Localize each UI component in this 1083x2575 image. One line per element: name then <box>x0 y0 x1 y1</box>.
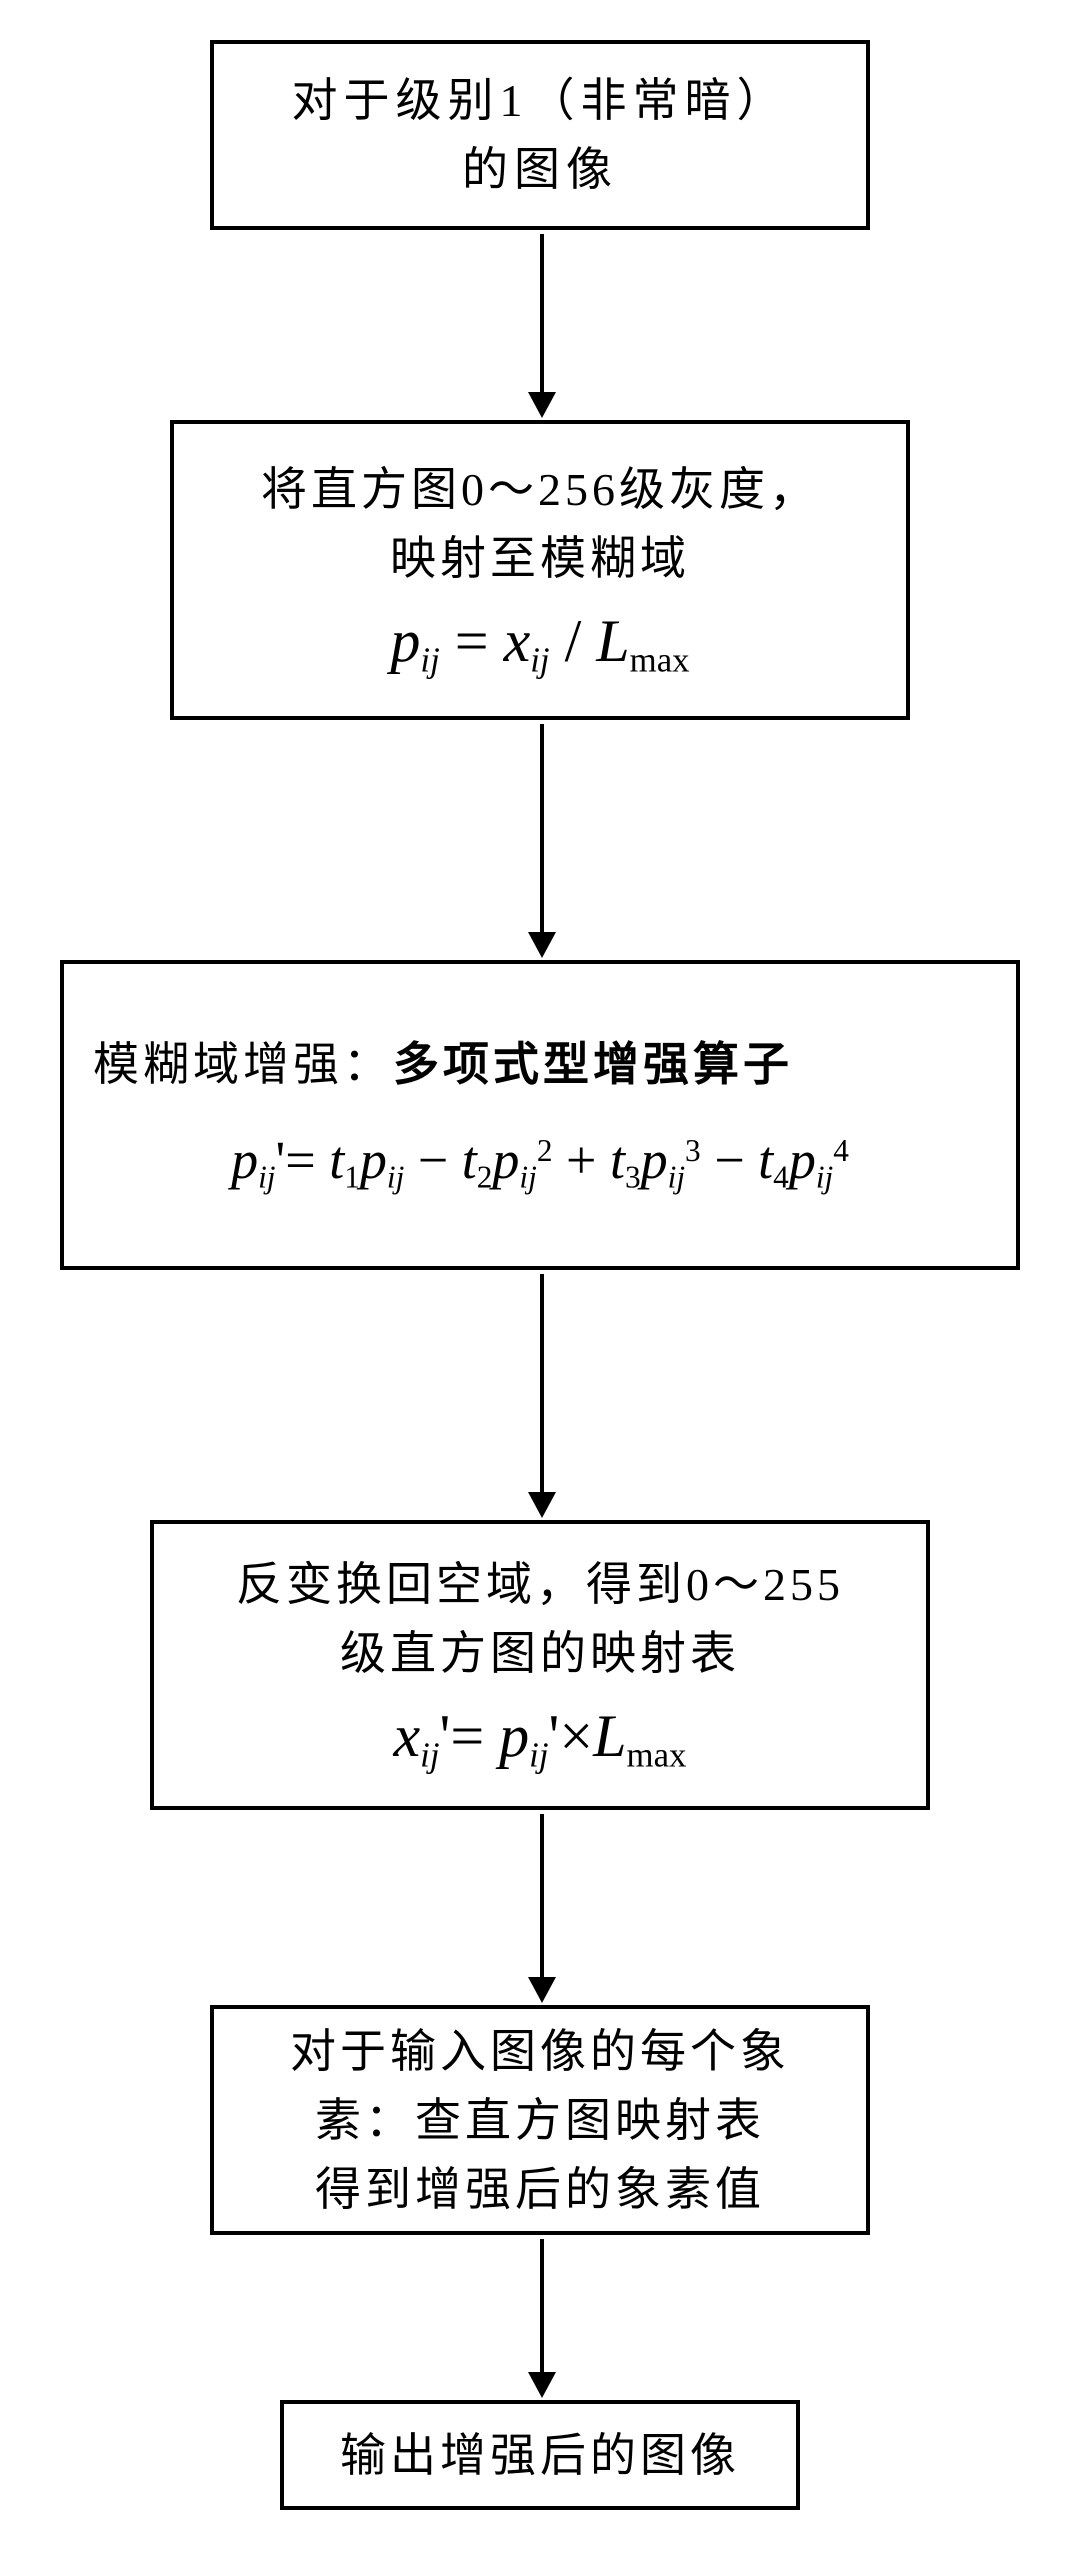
text: 素：查直方图映射表 <box>315 2086 765 2155</box>
arrow <box>540 1274 544 1494</box>
arrow <box>540 234 544 394</box>
text: 得到增强后的象素值 <box>315 2155 765 2224</box>
node-inverse-transform: 反变换回空域，得到0～255 级直方图的映射表 xij'= pij'×Lmax <box>150 1520 930 1810</box>
arrow <box>540 1814 544 1979</box>
node-lookup: 对于输入图像的每个象 素：查直方图映射表 得到增强后的象素值 <box>210 2005 870 2235</box>
node-fuzzy-enhance: 模糊域增强：多项式型增强算子 pij'= t1pij − t2pij2 + t3… <box>60 960 1020 1270</box>
node-input-level1: 对于级别1（非常暗） 的图像 <box>210 40 870 230</box>
formula-xij: xij'= pij'×Lmax <box>394 1694 687 1780</box>
arrow-head-icon <box>528 392 556 418</box>
flowchart-canvas: 对于级别1（非常暗） 的图像 将直方图0～256级灰度， 映射至模糊域 pij … <box>0 0 1083 2575</box>
arrow-head-icon <box>528 1977 556 2003</box>
text: 对于输入图像的每个象 <box>290 2017 790 2086</box>
node-output: 输出增强后的图像 <box>280 2400 800 2510</box>
arrow <box>540 2239 544 2374</box>
text: 输出增强后的图像 <box>340 2421 740 2490</box>
arrow-head-icon <box>528 2372 556 2398</box>
text: 反变换回空域，得到0～255 <box>236 1550 844 1619</box>
text: 级直方图的映射表 <box>340 1619 740 1688</box>
arrow-head-icon <box>528 932 556 958</box>
text: 映射至模糊域 <box>390 524 690 593</box>
text: 的图像 <box>462 135 618 204</box>
text: 将直方图0～256级灰度， <box>261 455 819 524</box>
formula-pij: pij = xij / Lmax <box>390 599 689 685</box>
arrow <box>540 724 544 934</box>
formula-polynomial: pij'= t1pij − t2pij2 + t3pij3 − t4pij4 <box>231 1123 849 1199</box>
node-map-to-fuzzy: 将直方图0～256级灰度， 映射至模糊域 pij = xij / Lmax <box>170 420 910 720</box>
text: 对于级别1（非常暗） <box>292 66 789 135</box>
text: 模糊域增强：多项式型增强算子 <box>83 1030 997 1099</box>
arrow-head-icon <box>528 1492 556 1518</box>
